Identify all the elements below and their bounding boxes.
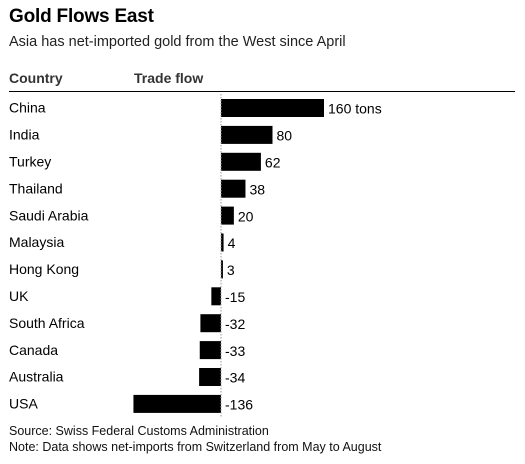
header-rule [9,91,515,92]
column-header-country: Country [9,70,63,86]
bar [200,314,221,333]
category-label: Saudi Arabia [9,207,89,223]
bar [221,99,324,117]
bar [221,233,224,252]
value-label: -136 [225,397,253,413]
category-label: UK [9,288,29,304]
category-label: Thailand [9,180,63,196]
bar [211,287,221,306]
bar [221,260,223,279]
bar [199,341,221,360]
value-label: 160 tons [328,101,382,117]
bar-chart: China 160 tons India 80 Turkey 62 Thailand 38 Sa… [9,94,382,418]
category-label: India [9,127,40,143]
category-label: South Africa [9,315,85,331]
category-label: Australia [9,369,64,385]
category-label: Turkey [9,154,51,170]
value-label: 20 [238,208,254,224]
value-label: 38 [249,181,265,197]
bar [221,179,246,198]
bar [133,394,221,413]
bar [199,368,221,386]
value-label: 62 [265,155,281,171]
chart-title: Gold Flows East [9,6,154,27]
value-label: 4 [228,235,236,251]
bar [221,152,261,171]
category-label: USA [9,396,38,412]
source-note: Source: Swiss Federal Customs Administra… [9,424,269,438]
category-label: Hong Kong [9,261,79,277]
footnote: Note: Data shows net-imports from Switze… [9,440,382,454]
chart-subtitle: Asia has net-imported gold from the West… [9,34,346,50]
value-label: -32 [225,316,245,332]
value-label: -34 [225,370,245,386]
column-header-trade-flow: Trade flow [134,70,204,86]
bar [221,125,273,144]
category-label: China [9,100,46,116]
value-label: -33 [225,343,245,359]
value-label: 80 [277,128,293,144]
value-label: 3 [227,262,235,278]
category-label: Canada [9,342,58,358]
value-label: -15 [225,289,245,305]
category-label: Malaysia [9,234,64,250]
bar [221,206,234,225]
